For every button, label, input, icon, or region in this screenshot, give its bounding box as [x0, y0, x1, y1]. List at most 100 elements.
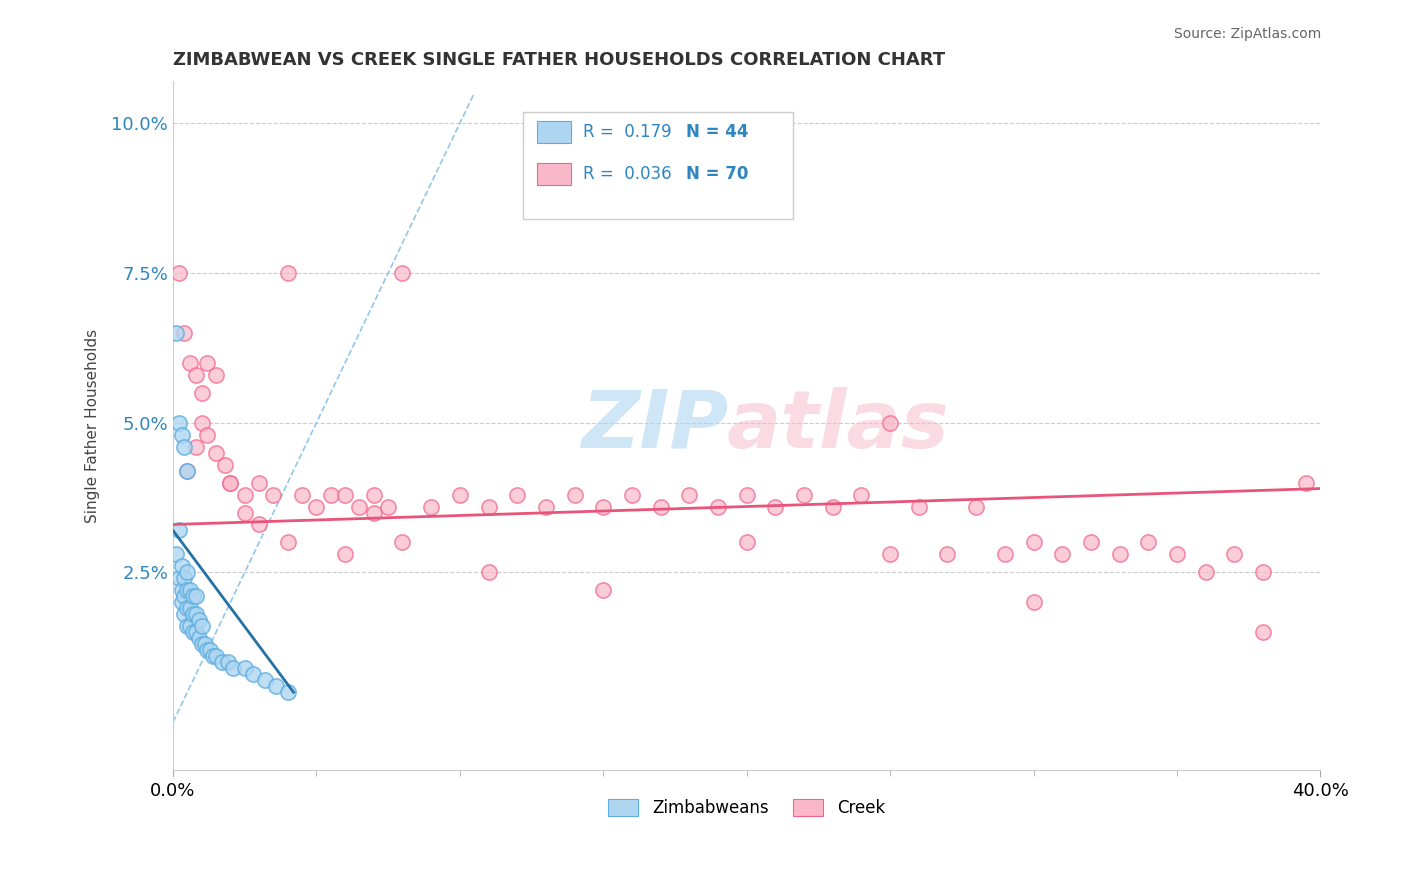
Point [211, 655, 233, 669]
Point [217, 655, 239, 669]
Point [233, 661, 256, 675]
Point [165, 326, 187, 340]
Point [173, 571, 195, 585]
FancyBboxPatch shape [537, 162, 571, 185]
Point [1251, 566, 1274, 580]
Point [1223, 548, 1246, 562]
Point [793, 487, 815, 501]
Point [707, 500, 730, 514]
Text: R =  0.179: R = 0.179 [582, 123, 671, 141]
Point [277, 535, 299, 549]
Point [219, 475, 242, 490]
Point [173, 440, 195, 454]
Point [506, 487, 529, 501]
Point [205, 368, 228, 382]
Point [176, 619, 198, 633]
Point [333, 548, 356, 562]
Point [176, 566, 198, 580]
Point [319, 487, 342, 501]
Point [477, 566, 499, 580]
Point [176, 601, 198, 615]
Point [363, 487, 385, 501]
Point [1108, 548, 1130, 562]
Text: R =  0.036: R = 0.036 [582, 165, 671, 183]
Point [167, 266, 190, 280]
Text: N = 70: N = 70 [686, 165, 748, 183]
Y-axis label: Single Father Households: Single Father Households [86, 328, 100, 523]
Point [821, 500, 844, 514]
Text: N = 44: N = 44 [686, 123, 748, 141]
Point [449, 487, 471, 501]
Point [994, 548, 1017, 562]
Point [202, 649, 225, 664]
Text: ZIMBABWEAN VS CREEK SINGLE FATHER HOUSEHOLDS CORRELATION CHART: ZIMBABWEAN VS CREEK SINGLE FATHER HOUSEH… [173, 51, 945, 69]
Text: atlas: atlas [727, 386, 950, 465]
Legend: Zimbabweans, Creek: Zimbabweans, Creek [602, 792, 891, 823]
Point [266, 679, 288, 693]
Point [349, 500, 371, 514]
Point [184, 625, 207, 640]
Point [205, 445, 228, 459]
Point [620, 487, 643, 501]
Point [262, 487, 284, 501]
Text: ZIP: ZIP [581, 386, 728, 465]
Point [222, 661, 245, 675]
Point [184, 590, 207, 604]
Point [391, 266, 413, 280]
Point [735, 487, 758, 501]
Point [678, 487, 700, 501]
Point [1050, 548, 1073, 562]
Point [763, 500, 786, 514]
Point [253, 673, 276, 688]
Point [176, 464, 198, 478]
Point [184, 440, 207, 454]
Point [247, 475, 270, 490]
Point [194, 637, 217, 651]
Point [391, 535, 413, 549]
Point [277, 685, 299, 699]
FancyBboxPatch shape [537, 121, 571, 144]
Point [233, 506, 256, 520]
Point [879, 416, 901, 430]
Point [197, 427, 219, 442]
Point [197, 643, 219, 657]
Point [592, 500, 614, 514]
Point [420, 500, 443, 514]
Point [735, 535, 758, 549]
Point [291, 487, 314, 501]
Point [187, 632, 209, 646]
Point [179, 619, 201, 633]
Point [650, 500, 672, 514]
Point [1137, 535, 1160, 549]
Point [173, 607, 195, 622]
Point [181, 607, 204, 622]
Point [233, 487, 256, 501]
Point [219, 475, 242, 490]
Point [907, 500, 929, 514]
Point [200, 643, 222, 657]
Point [1195, 566, 1218, 580]
Point [363, 506, 385, 520]
Point [184, 368, 207, 382]
Point [936, 548, 959, 562]
Point [592, 583, 614, 598]
Point [1295, 475, 1317, 490]
Point [190, 619, 212, 633]
Point [170, 559, 193, 574]
Point [1251, 625, 1274, 640]
Point [176, 464, 198, 478]
Point [879, 548, 901, 562]
Point [170, 427, 193, 442]
Point [190, 385, 212, 400]
Point [165, 548, 187, 562]
Point [181, 625, 204, 640]
Point [1022, 535, 1045, 549]
Point [851, 487, 873, 501]
Point [1022, 595, 1045, 609]
FancyBboxPatch shape [523, 112, 793, 219]
Text: Source: ZipAtlas.com: Source: ZipAtlas.com [1174, 27, 1322, 41]
Point [167, 524, 190, 538]
Point [190, 637, 212, 651]
Point [167, 416, 190, 430]
Point [187, 613, 209, 627]
